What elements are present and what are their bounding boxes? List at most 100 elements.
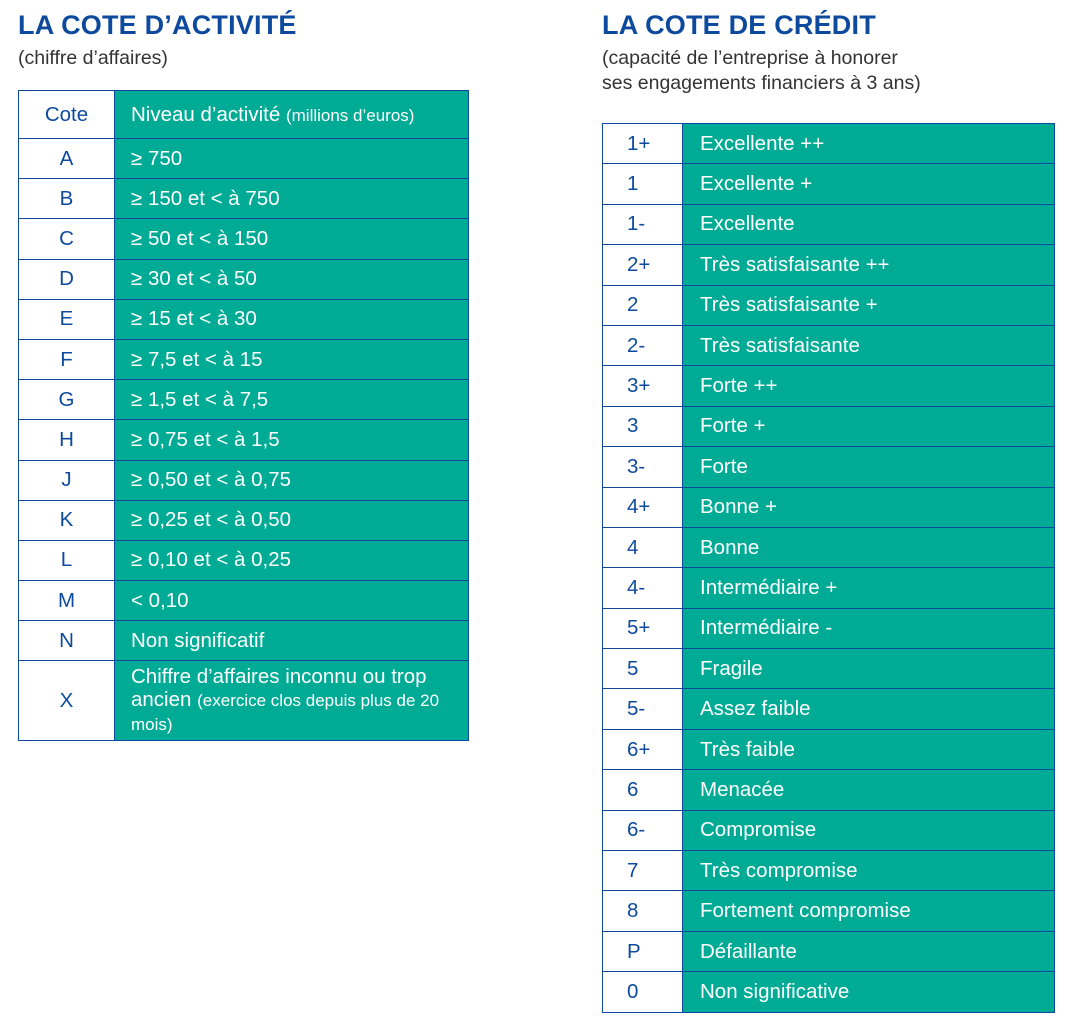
header-cote: Cote (18, 90, 115, 139)
credit-level-cell: Très faible (682, 728, 1055, 771)
cote-cell: 2+ (602, 244, 683, 286)
cote-cell: 6- (602, 809, 683, 852)
niveau-value: ≥ 750 (131, 146, 183, 170)
cote-cell: 4 (602, 526, 683, 569)
table-row: 8 Fortement compromise (602, 890, 1055, 932)
cote-cell: 0 (602, 971, 683, 1013)
activity-subtitle: (chiffre d’affaires) (18, 47, 168, 69)
table-row: L ≥ 0,10 et < à 0,25 (18, 539, 469, 582)
credit-level-cell: Bonne (682, 526, 1055, 569)
table-row: P Défaillante (602, 930, 1055, 973)
cote-cell: M (18, 580, 115, 622)
table-row: 2- Très satisfaisante (602, 324, 1055, 367)
cote-cell: B (18, 178, 115, 220)
table-row: G ≥ 1,5 et < à 7,5 (18, 379, 469, 421)
niveau-value: ≥ 1,5 et < à 7,5 (131, 387, 269, 411)
table-row: M < 0,10 (18, 580, 469, 622)
niveau-cell: ≥ 1,5 et < à 7,5 (114, 379, 469, 421)
credit-level-cell: Forte + (682, 405, 1055, 448)
niveau-cell: Chiffre d’affaires inconnu ou trop ancie… (114, 660, 469, 742)
credit-level-cell: Bonne + (682, 486, 1055, 528)
cote-cell: L (18, 539, 115, 582)
credit-level-cell: Excellente (682, 203, 1055, 246)
credit-table: 1+ Excellente ++ 1 Excellente +1- Excellente… (602, 122, 1055, 1013)
cote-cell: 5+ (602, 607, 683, 650)
table-row: 1- Excellente (602, 203, 1055, 246)
credit-level-cell: Assez faible (682, 688, 1055, 730)
table-row: K ≥ 0,25 et < à 0,50 (18, 499, 469, 541)
table-row: 7 Très compromise (602, 850, 1055, 892)
niveau-value: ≥ 0,10 et < à 0,25 (131, 548, 291, 572)
table-row: 1 Excellente + (602, 163, 1055, 205)
cote-cell: P (602, 930, 683, 973)
table-row: 2 Très satisfaisante + (602, 284, 1055, 326)
table-row: 6+ Très faible (602, 728, 1055, 771)
table-row: 3+ Forte ++ (602, 365, 1055, 407)
credit-title: LA COTE DE CRÉDIT (602, 10, 876, 40)
credit-level-cell: Excellente ++ (682, 122, 1055, 165)
niveau-value: ≥ 0,50 et < à 0,75 (131, 468, 291, 492)
table-row: J ≥ 0,50 et < à 0,75 (18, 459, 469, 501)
credit-level-cell: Fragile (682, 648, 1055, 690)
cote-cell: 3 (602, 405, 683, 448)
credit-level-cell: Compromise (682, 809, 1055, 852)
niveau-cell: ≥ 15 et < à 30 (114, 298, 469, 340)
table-row: 4+ Bonne + (602, 486, 1055, 528)
table-row: F ≥ 7,5 et < à 15 (18, 338, 469, 381)
niveau-value: ≥ 0,25 et < à 0,50 (131, 508, 291, 532)
credit-level-cell: Forte ++ (682, 365, 1055, 407)
credit-level-cell: Très satisfaisante (682, 324, 1055, 367)
cote-cell: J (18, 459, 115, 501)
cote-cell: H (18, 419, 115, 461)
cote-cell: 4- (602, 567, 683, 609)
niveau-cell: ≥ 0,25 et < à 0,50 (114, 499, 469, 541)
credit-subtitle: (capacité de l’entreprise à honorer ses … (602, 46, 921, 96)
table-row: 4 Bonne (602, 526, 1055, 569)
table-row: H ≥ 0,75 et < à 1,5 (18, 419, 469, 461)
cote-cell: A (18, 137, 115, 180)
cote-cell: 2- (602, 324, 683, 367)
cote-cell: 5 (602, 648, 683, 690)
table-row: D ≥ 30 et < à 50 (18, 258, 469, 300)
cote-cell: N (18, 620, 115, 662)
table-row: 6- Compromise (602, 809, 1055, 852)
niveau-cell: ≥ 0,10 et < à 0,25 (114, 539, 469, 582)
niveau-value: ≥ 0,75 et < à 1,5 (131, 427, 280, 451)
niveau-cell: ≥ 7,5 et < à 15 (114, 338, 469, 381)
credit-level-cell: Non significative (682, 971, 1055, 1013)
cote-cell: 1 (602, 163, 683, 205)
cote-cell: C (18, 218, 115, 260)
cote-cell: E (18, 298, 115, 340)
table-row: 5- Assez faible (602, 688, 1055, 730)
cote-cell: 1+ (602, 122, 683, 165)
header-niveau-label: Niveau d’activité (131, 102, 281, 126)
niveau-cell: ≥ 50 et < à 150 (114, 218, 469, 260)
niveau-cell: ≥ 150 et < à 750 (114, 178, 469, 220)
table-row: X Chiffre d’affaires inconnu ou trop anci… (18, 660, 469, 742)
credit-subtitle-line2: ses engagements financiers à 3 ans) (602, 72, 921, 94)
cote-cell: F (18, 338, 115, 381)
cote-cell: 1- (602, 203, 683, 246)
table-row: A ≥ 750 (18, 137, 469, 180)
credit-level-cell: Fortement compromise (682, 890, 1055, 932)
header-unit: (millions d’euros) (285, 105, 415, 125)
niveau-cell: < 0,10 (114, 580, 469, 622)
niveau-value: ≥ 30 et < à 50 (131, 267, 257, 291)
niveau-cell: ≥ 0,50 et < à 0,75 (114, 459, 469, 501)
credit-level-cell: Très satisfaisante + (682, 284, 1055, 326)
cote-cell: 3+ (602, 365, 683, 407)
activity-table: Cote Niveau d’activité (millions d’euros… (18, 90, 469, 742)
table-row: 3 Forte + (602, 405, 1055, 448)
cote-cell: 5- (602, 688, 683, 730)
table-row: 3- Forte (602, 446, 1055, 488)
cote-cell: D (18, 258, 115, 300)
table-row: 6 Menacée (602, 769, 1055, 811)
niveau-cell: Non significatif (114, 620, 469, 662)
credit-level-cell: Intermédiaire + (682, 567, 1055, 609)
table-row: E ≥ 15 et < à 30 (18, 298, 469, 340)
cote-cell: 2 (602, 284, 683, 326)
table-row: 2+ Très satisfaisante ++ (602, 244, 1055, 286)
activity-title: LA COTE D’ACTIVITÉ (18, 10, 297, 40)
niveau-value: Chiffre d’affaires inconnu ou trop ancie… (131, 665, 427, 712)
cote-cell: 8 (602, 890, 683, 932)
